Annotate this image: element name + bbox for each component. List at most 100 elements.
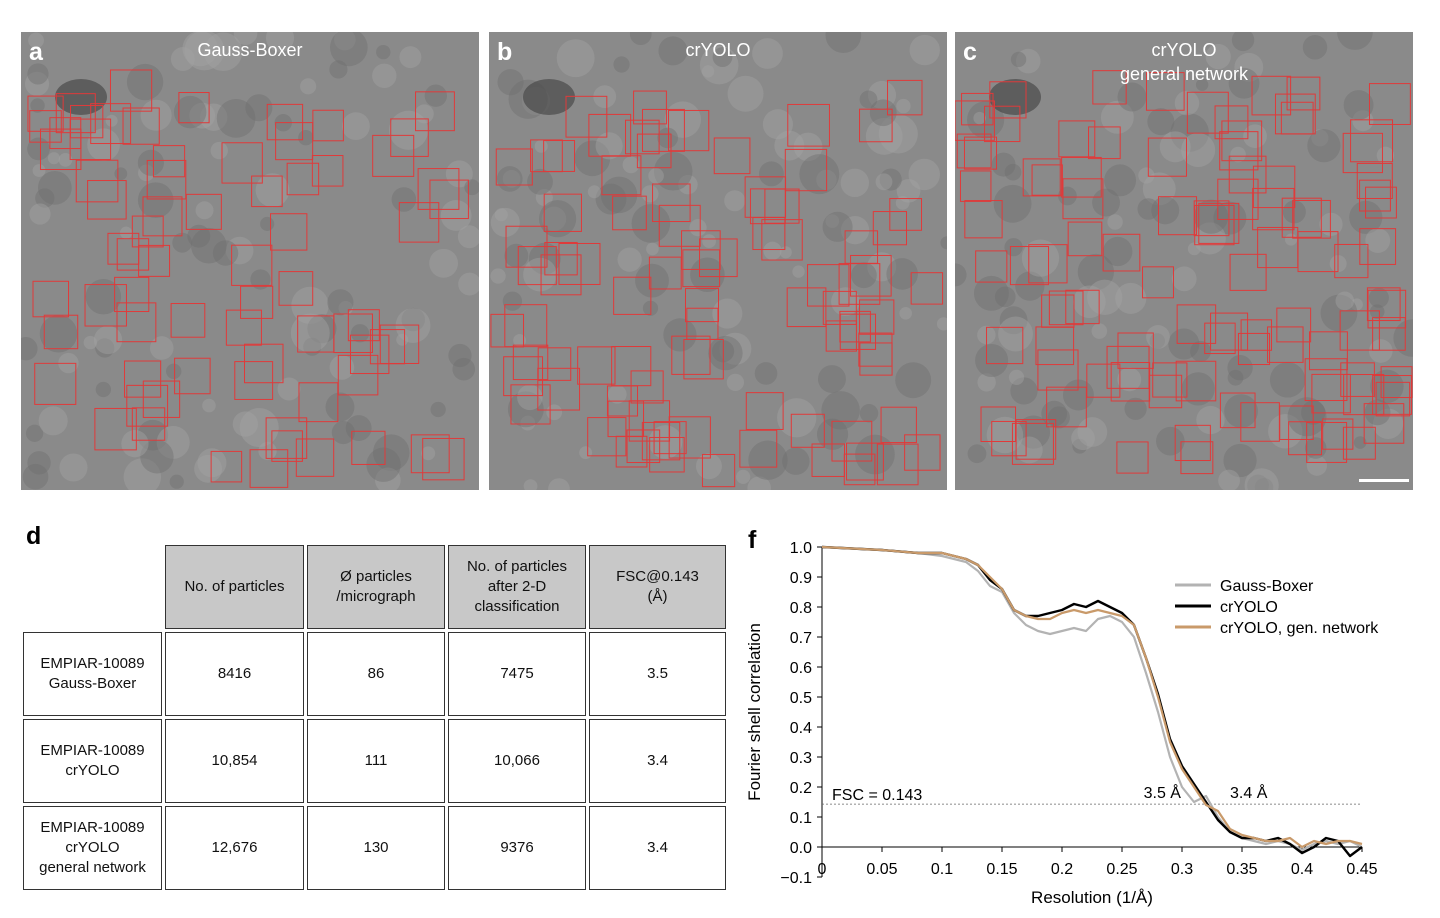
micrograph-texture [724,190,746,212]
particle-box [210,450,243,483]
table-header-cell: FSC@0.143 (Å) [589,545,726,629]
table-header-cell: Ø particles /micrograph [307,545,445,629]
particle-box [75,159,119,203]
micrograph-texture [513,333,527,347]
micrograph-texture [631,204,671,243]
particle-box [240,285,274,319]
table-header-row: No. of particles Ø particles /micrograph… [23,545,726,629]
micrograph-texture [1352,110,1374,132]
micrograph-texture [27,451,51,475]
micrograph-texture [699,45,739,85]
particle-box [648,256,682,290]
micrograph-texture [587,185,601,199]
micrograph-texture [260,216,275,231]
particle-box [784,148,828,192]
micrograph-texture [736,469,751,484]
micrograph-texture [579,446,593,460]
micrograph-texture [138,164,155,182]
micrograph-texture [825,32,862,53]
micrograph-texture [817,365,846,393]
particle-box [684,288,720,323]
particle-box [889,198,923,231]
particle-box [1219,131,1259,171]
micrograph-texture [548,478,570,490]
particle-box [850,254,892,297]
micrograph-texture [1091,323,1108,339]
particle-box [512,344,549,381]
micrograph-texture [967,101,1005,139]
micrograph-texture [556,39,595,78]
particle-box [1339,310,1380,351]
stats-table: No. of particles Ø particles /micrograph… [20,542,729,893]
micrograph-texture [1287,397,1327,437]
micrograph-texture [126,63,164,101]
particle-box [1292,199,1331,239]
particle-box [505,225,548,268]
x-tick-label: 0.35 [1226,861,1257,878]
particle-box [761,219,803,261]
particle-box [543,140,576,172]
particle-box [1065,289,1100,325]
particle-box [146,159,187,200]
particle-box [1110,362,1151,402]
micrograph-texture [24,71,50,96]
micrograph-texture [1285,233,1298,246]
micrograph-texture [689,219,707,237]
micrograph-texture [1092,188,1120,217]
micrograph-texture [497,69,524,96]
micrograph-texture [429,248,459,278]
micrograph-texture [37,170,72,205]
particle-box [298,382,339,423]
particle-box [1174,424,1211,462]
micrograph-texture [210,141,228,160]
particle-box [351,430,386,465]
panel-title-c-line1: crYOLO [1151,40,1217,60]
particle-box [221,142,263,184]
micrograph-texture [859,404,879,423]
micrograph-texture [496,166,523,192]
micrograph-texture [1015,271,1045,301]
panel-title-b: crYOLO [685,40,751,60]
micrograph-texture [908,158,941,191]
particle-box [652,183,691,223]
micrograph-texture [1205,43,1231,70]
micrograph-texture [239,407,279,448]
particle-box [251,175,283,208]
micrograph-texture [166,363,182,379]
particle-box [422,437,465,481]
particle-box [671,335,711,375]
legend-entry: crYOLO [1220,599,1278,616]
particle-box [1058,120,1096,158]
particle-box [1363,403,1405,444]
micrograph-texture [22,463,49,490]
particle-box [1037,349,1079,391]
micrograph-texture [747,476,771,490]
panel-letter-a: a [29,38,43,66]
micrograph-texture [727,75,764,112]
micrograph-texture [1168,328,1200,360]
micrograph-texture [1077,253,1114,291]
micrograph-texture [648,168,664,184]
particle-box [1102,233,1141,272]
micrograph-texture [203,32,243,72]
micrograph-texture [899,307,913,320]
micrograph-texture [1195,78,1209,91]
micrograph-texture [763,241,782,260]
particle-box [244,343,284,384]
particle-box [265,417,308,459]
micrograph-texture [975,343,1009,378]
x-tick-label: 0.45 [1346,861,1377,878]
micrograph-texture [875,173,893,191]
particle-box [880,406,917,444]
particle-box [910,272,944,305]
particle-box [1219,392,1256,429]
particle-box [1372,317,1406,351]
particle-box [152,145,186,178]
micrograph-texture [202,398,216,413]
micrograph-texture [29,203,51,225]
micrograph-texture [1230,146,1246,163]
micrograph-texture [1196,405,1225,435]
particle-box [349,334,390,375]
micrograph-texture [375,467,401,490]
micrograph-texture [534,139,548,153]
